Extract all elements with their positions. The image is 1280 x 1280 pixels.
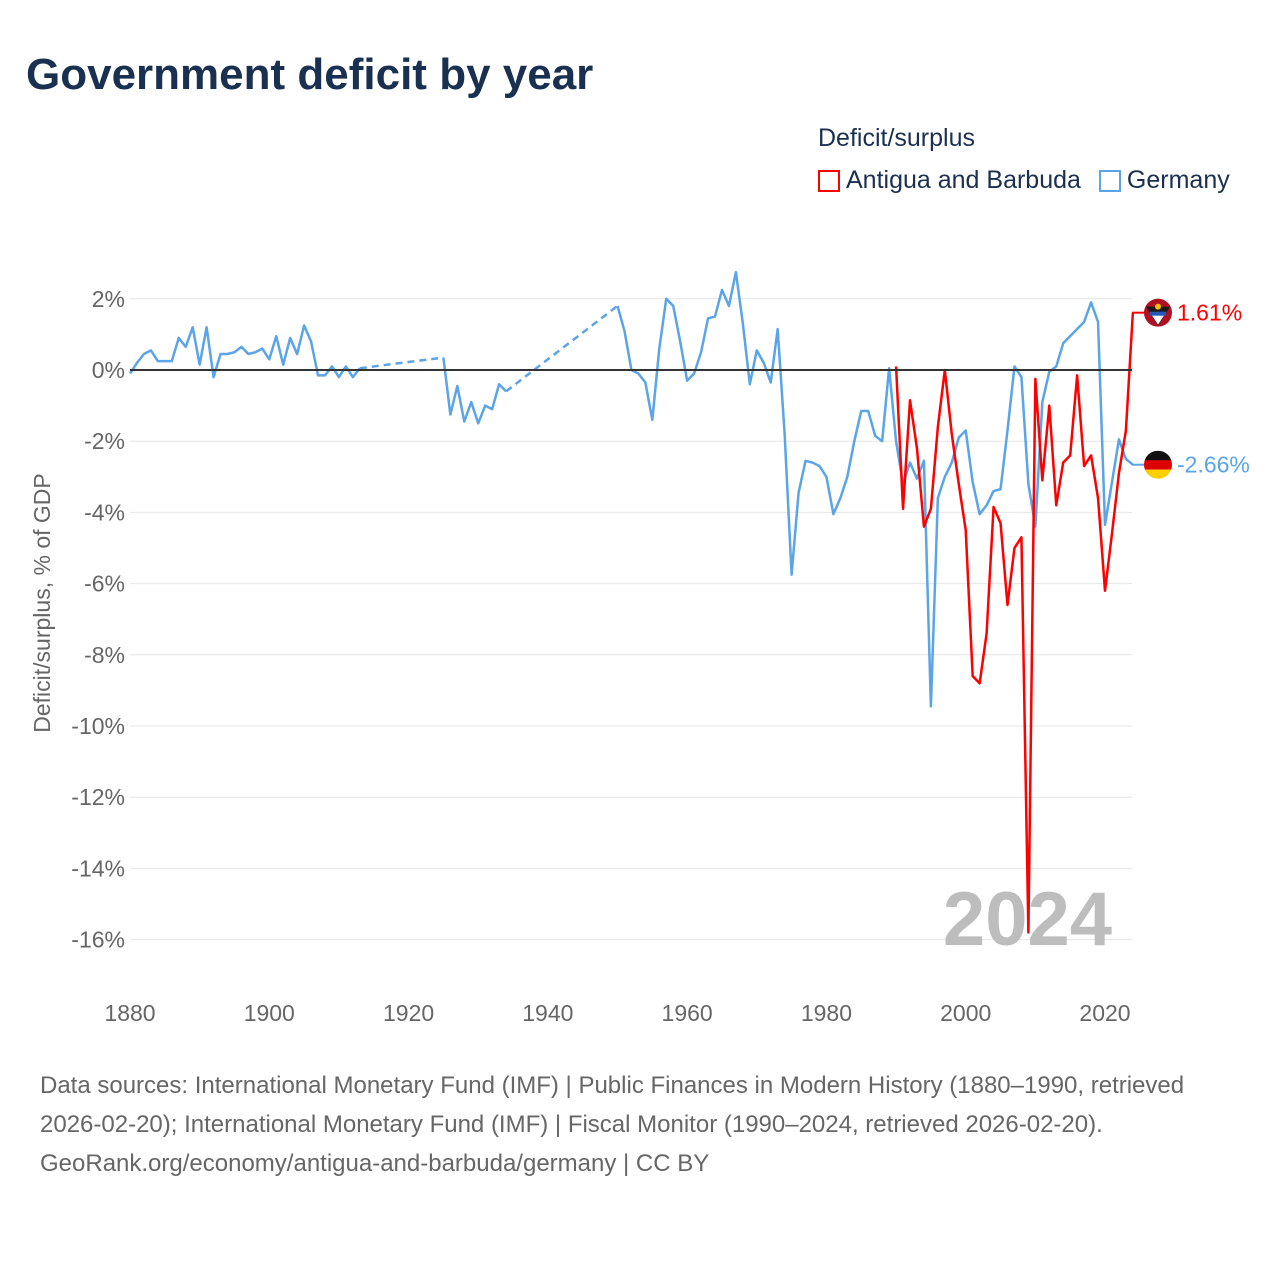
y-tick-label: 2% [92, 286, 125, 312]
y-tick-label: -4% [84, 499, 125, 525]
antigua-flag-icon-part [1150, 311, 1166, 316]
legend-label: Antigua and Barbuda [846, 166, 1081, 194]
x-tick-label: 2000 [940, 1000, 991, 1026]
x-tick-label: 1900 [244, 1000, 295, 1026]
chart-title: Government deficit by year [26, 50, 594, 99]
germany-flag-icon [1144, 450, 1172, 461]
legend-title: Deficit/surplus [818, 124, 975, 152]
legend-item-antigua[interactable]: Antigua and Barbuda [818, 166, 1081, 195]
x-tick-label: 1960 [662, 1000, 713, 1026]
end-value-label: 1.61% [1177, 300, 1242, 326]
footer: Data sources: International Monetary Fun… [40, 1066, 1240, 1183]
data-sources: Data sources: International Monetary Fun… [40, 1072, 1185, 1138]
x-tick-label: 1880 [104, 1000, 155, 1026]
credit-link[interactable]: GeoRank.org/economy/antigua-and-barbuda/… [40, 1150, 710, 1177]
x-tick-label: 1980 [801, 1000, 852, 1026]
y-axis-title: Deficit/surplus, % of GDP [29, 473, 55, 732]
legend-swatch [1098, 169, 1121, 192]
x-tick-label: 2020 [1079, 1000, 1130, 1026]
series-line [894, 312, 1135, 934]
x-tick-label: 1940 [522, 1000, 573, 1026]
germany-flag-icon-part [1144, 460, 1172, 470]
series-line [442, 357, 507, 425]
plot-area: 2% 0% -2% -4% -6% -8% -10% -12% -14% -16% 1880 1900… [29, 270, 1250, 1026]
series-line [616, 270, 1134, 708]
legend-label: Germany [1126, 166, 1230, 194]
legend-swatch [818, 169, 840, 192]
antigua-flag-icon-part [1155, 303, 1161, 310]
y-tick-label: -16% [71, 927, 125, 953]
y-tick-label: -2% [84, 428, 125, 454]
y-tick-label: -14% [71, 855, 125, 881]
series-line [128, 324, 361, 379]
y-tick-label: 0% [92, 357, 125, 383]
series-gap-dashed [505, 304, 619, 393]
legend-item-germany[interactable]: Germany [1098, 166, 1230, 195]
y-tick-label: -8% [84, 642, 125, 668]
legend: Antigua and Barbuda Germany [818, 166, 1230, 195]
y-tick-label: -10% [71, 713, 125, 739]
x-tick-label: 1920 [383, 1000, 434, 1026]
y-tick-label: -12% [71, 784, 125, 810]
y-tick-label: -6% [84, 571, 125, 597]
series-gap-dashed [359, 356, 444, 370]
germany-flag-icon-part [1144, 469, 1172, 479]
end-value-label: -2.66% [1177, 452, 1250, 478]
